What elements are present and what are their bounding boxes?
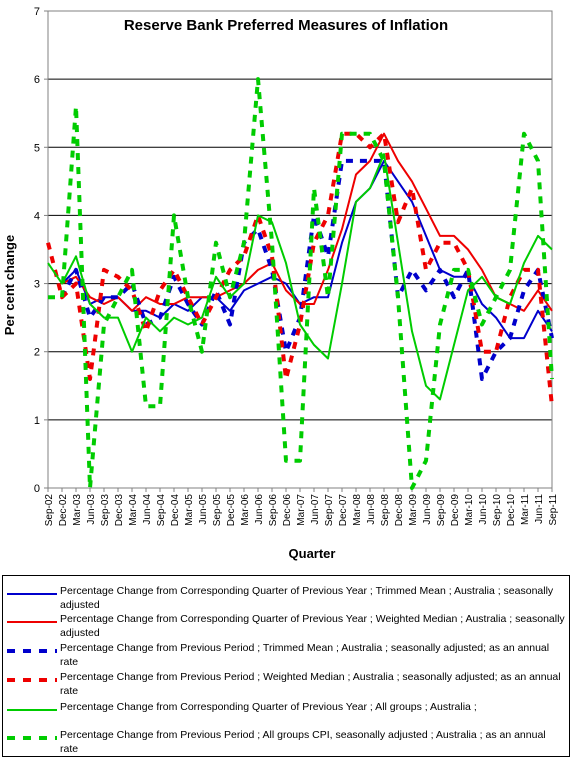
x-tick-label: Sep-05 bbox=[212, 494, 223, 527]
x-tick-label: Mar-06 bbox=[240, 494, 251, 526]
x-tick-label: Mar-09 bbox=[408, 494, 419, 526]
x-tick-label: Sep-10 bbox=[492, 494, 503, 527]
chart-title: Reserve Bank Preferred Measures of Infla… bbox=[124, 17, 448, 34]
x-tick-label: Sep-09 bbox=[436, 494, 447, 527]
series-line-1 bbox=[61, 132, 553, 312]
x-tick-label: Sep-03 bbox=[100, 494, 111, 527]
legend-label: Percentage Change from Previous Period ;… bbox=[60, 671, 561, 697]
x-tick-label: Jun-05 bbox=[198, 494, 209, 525]
x-tick-label: Dec-02 bbox=[58, 494, 69, 527]
x-tick-label: Sep-02 bbox=[44, 494, 55, 527]
x-tick-label: Dec-04 bbox=[170, 494, 181, 527]
series-line-2 bbox=[60, 158, 554, 381]
x-tick-label: Mar-05 bbox=[184, 494, 195, 526]
legend: Percentage Change from Corresponding Qua… bbox=[2, 575, 570, 757]
y-axis-label: Per cent change bbox=[2, 235, 17, 335]
legend-label: Percentage Change from Corresponding Qua… bbox=[60, 613, 565, 639]
x-tick-label: Dec-09 bbox=[450, 494, 461, 527]
x-tick-label: Dec-08 bbox=[394, 494, 405, 527]
x-tick-label: Jun-09 bbox=[422, 494, 433, 525]
x-tick-label: Mar-04 bbox=[128, 494, 139, 526]
y-tick-label: 3 bbox=[34, 279, 40, 291]
series-line-3 bbox=[46, 131, 554, 407]
x-axis-label: Quarter bbox=[289, 546, 336, 561]
plot-area-frame bbox=[47, 10, 553, 489]
x-tick-label: Jun-08 bbox=[366, 494, 377, 525]
x-tick-label: Mar-08 bbox=[352, 494, 363, 526]
y-tick-label: 7 bbox=[34, 6, 40, 18]
x-tick-label: Sep-07 bbox=[324, 494, 335, 527]
legend-label: Percentage Change from Corresponding Qua… bbox=[60, 585, 554, 611]
x-tick-label: Dec-10 bbox=[506, 494, 517, 527]
x-tick-label: Jun-07 bbox=[310, 494, 321, 525]
y-tick-label: 2 bbox=[34, 347, 40, 359]
x-axis-ticks: Sep-02 Dec-02 Mar-03 Jun-03 Sep-03 Dec-03 Mar-… bbox=[44, 488, 559, 526]
x-tick-label: Dec-05 bbox=[226, 494, 237, 527]
x-tick-label: Jun-03 bbox=[86, 494, 97, 525]
legend-label: Percentage Change from Corresponding Qua… bbox=[60, 701, 477, 713]
legend-label: Percentage Change from Previous Period ;… bbox=[60, 729, 546, 755]
x-tick-label: Dec-03 bbox=[114, 494, 125, 527]
x-tick-label: Mar-11 bbox=[520, 494, 531, 525]
y-axis-ticks: 0 1 2 3 4 5 6 7 bbox=[34, 6, 48, 495]
legend-label: Percentage Change from Previous Period ;… bbox=[60, 642, 550, 668]
x-tick-label: Sep-06 bbox=[268, 494, 279, 527]
y-tick-label: 6 bbox=[34, 74, 40, 86]
y-tick-label: 4 bbox=[34, 210, 40, 222]
x-tick-label: Jun-11 bbox=[534, 494, 545, 524]
series-line-4 bbox=[47, 153, 553, 401]
x-tick-label: Mar-03 bbox=[72, 494, 83, 526]
gridlines bbox=[48, 78, 552, 421]
x-tick-label: Sep-08 bbox=[380, 494, 391, 527]
x-tick-label: Dec-06 bbox=[282, 494, 293, 527]
y-tick-label: 1 bbox=[34, 415, 40, 427]
x-tick-label: Jun-04 bbox=[142, 494, 153, 525]
x-tick-label: Mar-07 bbox=[296, 494, 307, 526]
y-tick-label: 0 bbox=[34, 483, 40, 495]
x-tick-label: Jun-10 bbox=[478, 494, 489, 525]
x-tick-label: Sep-04 bbox=[156, 494, 167, 527]
series-line-5 bbox=[48, 77, 554, 490]
x-tick-label: Jun-06 bbox=[254, 494, 265, 525]
y-tick-label: 5 bbox=[34, 142, 40, 154]
x-tick-label: Mar-10 bbox=[464, 494, 475, 526]
inflation-chart: Reserve Bank Preferred Measures of Infla… bbox=[2, 6, 559, 561]
x-tick-label: Dec-07 bbox=[338, 494, 349, 527]
x-tick-label: Sep-11 bbox=[548, 494, 559, 526]
series-layer bbox=[46, 77, 554, 490]
